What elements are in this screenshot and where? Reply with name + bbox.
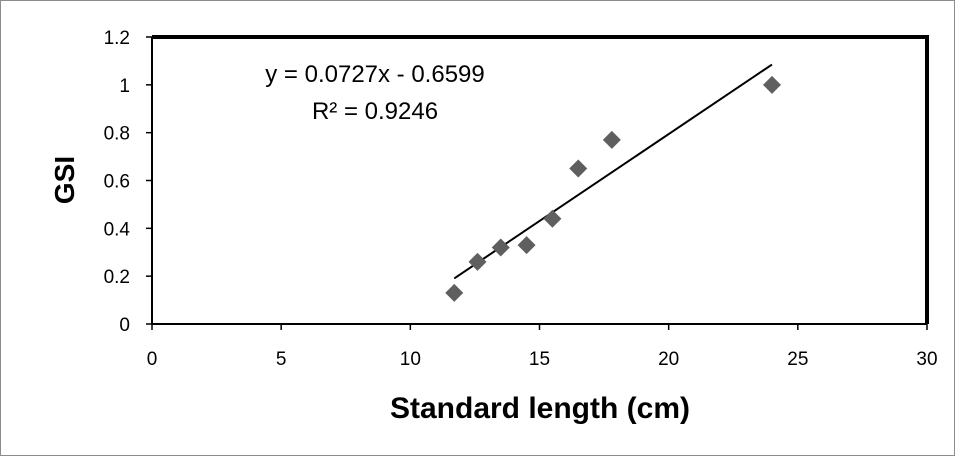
y-tick-label: 0.8 [104, 124, 130, 145]
data-point-diamond [517, 236, 536, 255]
data-point-diamond [491, 238, 510, 257]
y-axis-ticks: 0 0.2 0.4 0.6 0.8 1 1.2 [104, 28, 152, 336]
data-point-diamond [468, 252, 487, 271]
x-tick-label: 25 [787, 349, 808, 370]
r-squared-label: R² = 0.9246 [312, 98, 438, 125]
data-point-diamond [569, 159, 588, 178]
data-point-diamond [763, 75, 781, 94]
x-tick-label: 0 [147, 349, 158, 370]
x-tick-label: 15 [529, 349, 550, 370]
x-tick-label: 20 [658, 349, 679, 370]
data-points [445, 75, 781, 302]
data-point-diamond [445, 283, 464, 302]
y-tick-label: 1.2 [104, 28, 130, 49]
linear-trendline [453, 63, 773, 280]
data-point-diamond [543, 209, 562, 228]
trendline [453, 63, 773, 280]
x-tick-label: 5 [276, 349, 287, 370]
x-axis-ticks: 0 5 10 15 20 25 30 [147, 324, 938, 370]
data-point-diamond [602, 130, 621, 149]
y-tick-label: 0.4 [104, 219, 131, 240]
y-tick-label: 0.2 [104, 267, 130, 288]
y-axis-title: GSI [49, 156, 80, 204]
trendline-equation: y = 0.0727x - 0.6599 [265, 61, 485, 88]
x-axis-title: Standard length (cm) [390, 392, 690, 425]
x-tick-label: 30 [916, 349, 937, 370]
y-tick-label: 0 [119, 315, 130, 336]
x-tick-label: 10 [400, 349, 421, 370]
y-tick-label: 0.6 [104, 172, 130, 193]
y-tick-label: 1 [119, 76, 130, 97]
